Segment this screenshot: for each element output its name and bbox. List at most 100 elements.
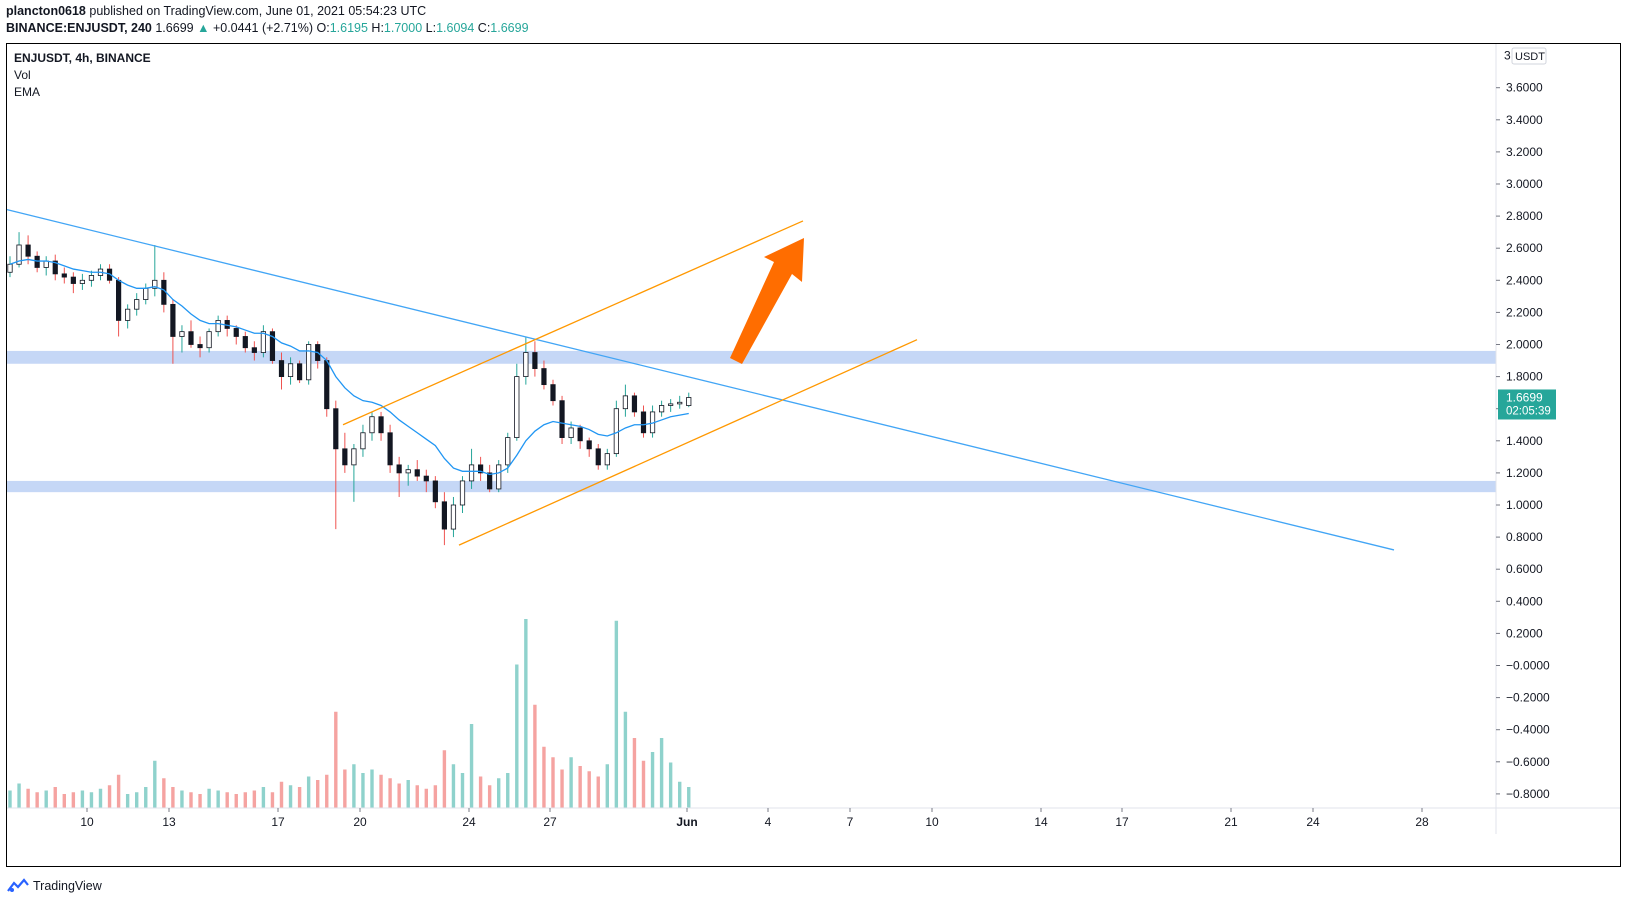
price-tick-label: −0.2000 [1506,691,1550,705]
volume-bar [279,781,284,808]
volume-bar [406,780,410,808]
volume-bar [687,787,691,808]
legend-title: ENJUSDT, 4h, BINANCE [14,51,151,65]
price-tick-label: 2.8000 [1506,209,1543,223]
volume-bar [71,792,76,808]
candle-body [523,352,529,377]
volume-bar [578,766,582,808]
price-tick-label: −0.8000 [1506,787,1550,801]
volume-bar [397,783,401,808]
volume-bar [370,769,374,808]
price-tick-label: −0.6000 [1506,755,1550,769]
channel-lower-line[interactable] [458,339,918,546]
volume-bar [551,757,555,808]
candle-body [550,384,556,402]
price-tick-label: 0.2000 [1506,626,1543,640]
candle-body [514,376,520,438]
time-tick-label: 10 [80,815,94,829]
support-resistance-zone[interactable] [7,480,1496,493]
high-value: 1.7000 [383,21,423,35]
symbol-header: BINANCE:ENJUSDT, 240 1.6699 ▲ +0.0441 (+… [6,21,529,35]
currency-label[interactable]: USDT [1515,51,1545,63]
low-label: L: [425,21,437,35]
candle-body [251,347,257,353]
close-label: C: [477,21,491,35]
volume-bar [343,769,347,808]
candle-body [134,299,140,310]
candle-body [568,427,574,438]
volume-bar [216,790,220,808]
channel-upper-line[interactable] [342,220,804,426]
legend-ema[interactable]: EMA [14,85,41,99]
candle-body [622,395,629,410]
price-tick-label: 1.4000 [1506,434,1543,448]
volume-bar [62,794,66,808]
last-price: 1.6699 [155,21,194,35]
candle-body [306,344,312,381]
high-label: H: [371,21,384,35]
candle-body [61,273,67,278]
candle-body [668,403,674,406]
footer: TradingView [6,878,102,894]
candle-body [414,469,420,477]
candle-body [324,360,330,410]
time-tick-label: 20 [353,815,367,829]
candle-body [631,395,638,413]
footer-brand[interactable]: TradingView [33,879,102,893]
volume-bar [361,773,365,808]
price-tick-label: 2.0000 [1506,338,1543,352]
volume-bar [442,750,447,808]
price-tick-label: 1.8000 [1506,370,1543,384]
publish-header: plancton0618 published on TradingView.co… [6,4,426,18]
trendline[interactable] [6,209,1395,551]
low-value: 1.6094 [436,21,475,35]
volume-bar [306,776,311,808]
candle-body [659,405,665,413]
time-tick-label: 27 [543,815,557,829]
time-tick-label: 17 [271,815,285,829]
volume-bar [44,790,48,808]
candle-body [477,464,484,474]
last-price-label: 1.6699 [1506,390,1543,404]
candle-body [378,416,384,434]
candle-body [351,448,357,466]
candle-body [532,352,538,369]
volume-bar [515,664,519,808]
volume-bar [89,792,94,808]
candle-body [640,411,647,434]
volume-bar [26,788,30,808]
candle-body [143,287,149,300]
legend-vol[interactable]: Vol [14,68,31,82]
candle-body [260,331,267,353]
currency-badge[interactable] [1511,47,1547,65]
volume-bar [542,746,546,808]
up-arrow-annotation[interactable] [730,238,804,364]
open-label: O: [316,21,330,35]
candle-body [360,432,366,450]
price-tick-label: 1.0000 [1506,498,1543,512]
candle-body [387,432,393,466]
candle-body [179,331,185,337]
candle-body [459,480,466,506]
volume-bar [316,780,320,808]
support-resistance-zone[interactable] [7,350,1496,364]
candle-body [125,308,131,321]
time-tick-label: 28 [1415,815,1429,829]
volume-bar [596,776,600,808]
author-name[interactable]: plancton0618 [6,4,86,18]
candle-body [34,255,40,268]
candle-body [577,427,583,442]
price-tick-label: 3 [1504,49,1511,63]
volume-bar [659,738,664,808]
candle-body [432,480,438,503]
price-tick-label: 3.0000 [1506,177,1543,191]
volume-bar [107,785,112,808]
volume-bar [668,762,673,808]
candle-body [441,501,448,530]
candle-body [496,464,502,490]
candle-body [197,344,203,349]
candle-body [613,408,619,455]
symbol-interval: BINANCE:ENJUSDT, 240 [6,21,152,35]
candle-body [242,336,248,349]
